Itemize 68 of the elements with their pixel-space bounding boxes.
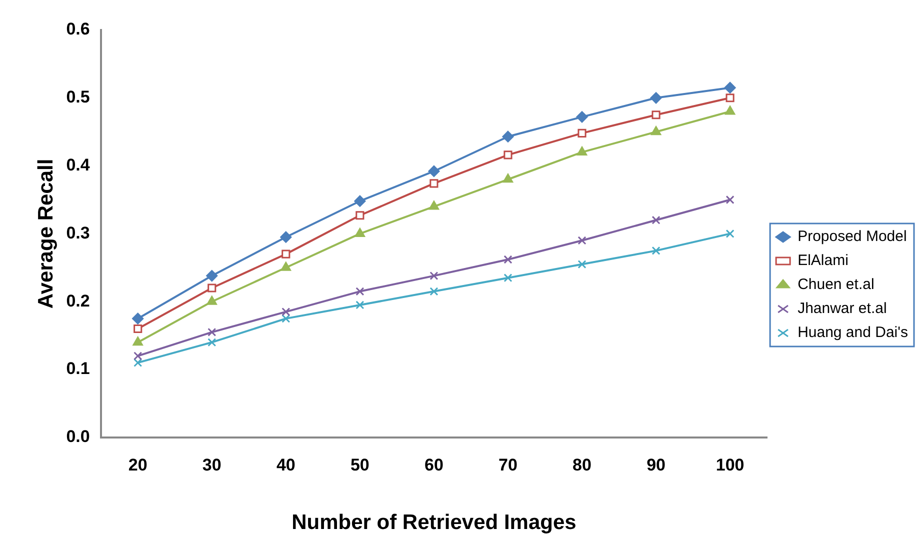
point bbox=[132, 312, 144, 324]
y-tick-label: 0.3 bbox=[66, 223, 90, 242]
point bbox=[430, 287, 438, 296]
x-tick-label: 100 bbox=[716, 455, 744, 474]
y-tick-label: 0.5 bbox=[66, 88, 90, 107]
point bbox=[576, 146, 588, 156]
point bbox=[652, 110, 660, 120]
x-tick-label: 40 bbox=[276, 455, 296, 474]
point bbox=[430, 272, 438, 280]
x-tick-label: 80 bbox=[572, 455, 592, 474]
y-tick-label: 0.1 bbox=[66, 359, 90, 378]
point bbox=[280, 231, 292, 243]
point bbox=[726, 195, 734, 204]
x-axis-title: Number of Retrieved Images bbox=[292, 511, 576, 534]
point bbox=[208, 338, 216, 347]
y-tick-label: 0.4 bbox=[66, 155, 90, 174]
point bbox=[428, 200, 440, 210]
x-tick-label: 60 bbox=[424, 455, 444, 474]
x-tick-label: 70 bbox=[498, 455, 518, 474]
x-tick-label: 30 bbox=[202, 455, 222, 474]
point bbox=[576, 111, 588, 123]
point bbox=[578, 236, 586, 245]
point bbox=[132, 336, 143, 346]
point bbox=[354, 228, 366, 237]
legend-label: Jhanwar et.al bbox=[798, 300, 887, 318]
y-tick-label: 0.6 bbox=[66, 20, 90, 39]
point bbox=[134, 358, 142, 367]
point bbox=[504, 150, 512, 160]
legend-label: Chuen et.al bbox=[798, 276, 874, 294]
point bbox=[724, 106, 736, 115]
point bbox=[504, 274, 512, 282]
point bbox=[206, 270, 218, 282]
point bbox=[282, 314, 290, 323]
point bbox=[208, 284, 216, 292]
point bbox=[578, 128, 586, 138]
point bbox=[502, 130, 514, 142]
point bbox=[280, 262, 291, 271]
point bbox=[428, 165, 440, 177]
point bbox=[726, 229, 734, 238]
point bbox=[578, 260, 586, 269]
x-tick-label: 50 bbox=[350, 455, 370, 474]
legend-label: Proposed Model bbox=[798, 228, 907, 246]
point bbox=[356, 300, 364, 310]
legend-label: Huang and Dai's bbox=[798, 324, 908, 342]
x-tick-label: 20 bbox=[128, 455, 148, 474]
point bbox=[724, 82, 736, 94]
point bbox=[430, 179, 438, 188]
y-tick-label: 0.2 bbox=[66, 291, 90, 310]
y-tick-label: 0.0 bbox=[66, 427, 90, 446]
point bbox=[356, 287, 364, 296]
point bbox=[652, 216, 660, 224]
legend-label: ElAlami bbox=[798, 252, 848, 270]
point bbox=[504, 255, 512, 264]
point bbox=[650, 126, 662, 136]
point bbox=[652, 246, 660, 255]
point bbox=[282, 308, 290, 316]
point bbox=[134, 352, 142, 360]
point bbox=[208, 328, 216, 336]
point bbox=[134, 324, 142, 334]
point bbox=[282, 250, 290, 258]
y-axis-title: Average Recall bbox=[34, 158, 58, 309]
point bbox=[206, 296, 217, 305]
point bbox=[502, 174, 514, 183]
point bbox=[650, 92, 662, 104]
point bbox=[726, 94, 734, 102]
point bbox=[354, 195, 366, 207]
point bbox=[356, 211, 364, 220]
x-tick-label: 90 bbox=[646, 455, 666, 474]
